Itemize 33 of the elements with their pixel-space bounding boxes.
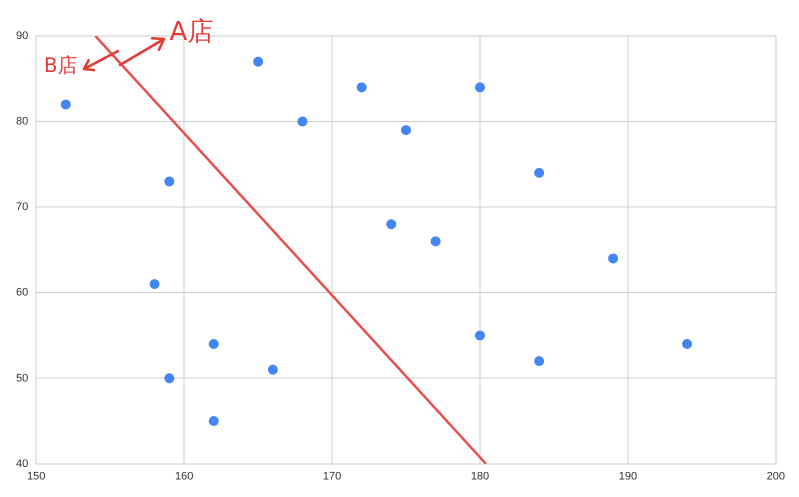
y-tick-label: 70 [16,201,28,214]
y-tick-label: 80 [16,116,28,128]
x-tick-label: 180 [470,470,490,482]
y-tick-label: 40 [16,458,28,470]
point [608,253,618,264]
point [164,373,174,384]
point [386,219,396,230]
point [474,82,485,92]
point [208,416,219,426]
point [253,56,264,67]
point [60,99,71,110]
point [356,82,367,92]
x-tick-label: 200 [766,470,786,482]
point [401,125,412,136]
y-tick-label: 90 [16,30,28,42]
x-tick-label: 150 [27,470,46,482]
point [164,176,174,186]
x-tick-label: 170 [322,470,342,482]
point [297,116,308,127]
annotation: B店 [44,53,78,78]
point [474,330,485,340]
point [150,279,160,290]
x-tick-label: 160 [174,470,194,482]
y-tick-label: 60 [16,286,28,299]
point [208,339,219,350]
annotation: A店 [170,17,214,48]
point [682,339,692,350]
point [268,364,278,375]
point [430,236,441,246]
point [534,168,544,178]
x-tick-label: 190 [618,470,638,482]
y-tick-label: 50 [16,372,28,384]
point [534,356,544,366]
